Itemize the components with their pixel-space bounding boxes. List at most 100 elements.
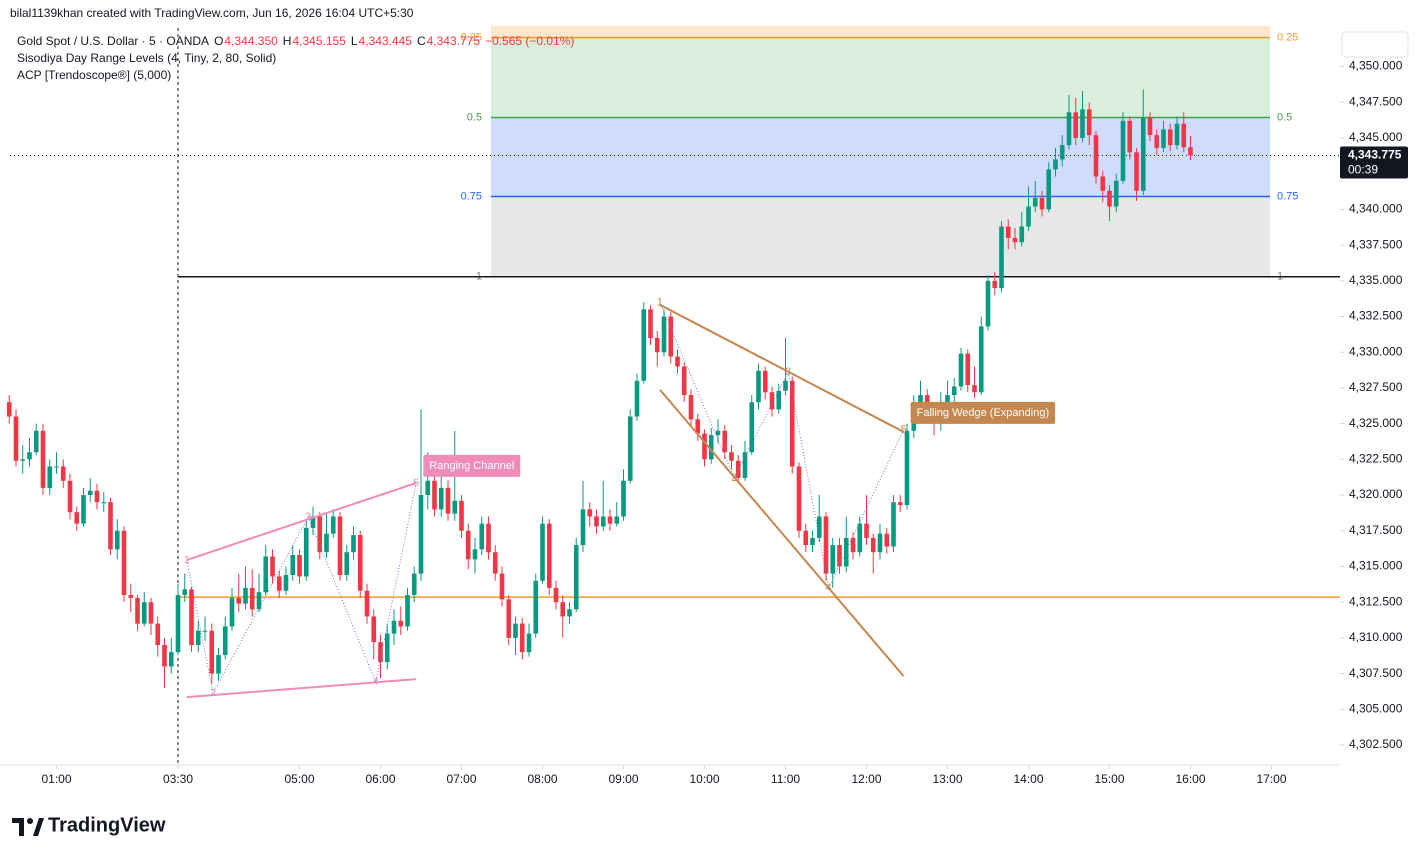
candle-body: [1167, 129, 1173, 146]
candle-body: [823, 516, 829, 574]
fib-label: 0.5: [467, 111, 482, 123]
candle-body: [189, 589, 194, 646]
candle-body: [580, 509, 586, 546]
y-tick-label: 4,332.500: [1349, 309, 1403, 323]
candle-body: [573, 545, 579, 610]
candle-body: [81, 495, 86, 524]
x-tick-label: 11:00: [771, 772, 800, 786]
candle-body: [810, 537, 815, 546]
candle-body: [830, 545, 836, 574]
candle-body: [1100, 176, 1106, 191]
currency-box[interactable]: [1341, 31, 1409, 58]
legend-indicator: Sisodiya Day Range Levels (4, Tiny, 2, 8…: [17, 51, 276, 65]
candle-body: [884, 533, 890, 547]
fib-label: 0.75: [461, 190, 482, 202]
fib-zone: [491, 37, 1270, 118]
legend-value: 4,343.775: [427, 34, 481, 48]
candle-body: [6, 402, 12, 417]
candle-body: [438, 487, 444, 510]
candle-body: [256, 592, 262, 610]
candle-body: [992, 280, 998, 288]
candle-body: [297, 555, 302, 577]
y-tick-label: 4,312.500: [1349, 594, 1403, 608]
candle-body: [276, 576, 282, 591]
candle-body: [202, 630, 208, 632]
candle-body: [40, 430, 46, 488]
candle-body: [715, 430, 721, 436]
candle-body: [87, 490, 93, 496]
candle-body: [546, 523, 552, 588]
candle-body: [796, 466, 802, 531]
candle-body: [128, 595, 134, 598]
candle-body: [614, 516, 620, 524]
candle-body: [290, 555, 296, 576]
candle-body: [303, 527, 309, 577]
candle-body: [418, 495, 424, 574]
candle-body: [978, 326, 984, 393]
candle-body: [472, 549, 478, 560]
candle-body: [121, 530, 127, 596]
candle-body: [1120, 120, 1126, 181]
x-tick-label: 13:00: [932, 772, 962, 786]
y-tick-label: 4,310.000: [1349, 630, 1403, 644]
candle-body: [459, 500, 464, 531]
y-tick-label: 4,305.000: [1349, 701, 1403, 715]
candle-body: [1113, 180, 1119, 207]
candle-body: [243, 587, 248, 604]
pattern-zigzag: [186, 482, 417, 695]
candle-body: [1039, 197, 1045, 210]
pattern-line: [659, 303, 905, 433]
pattern-name: Ranging Channel: [429, 460, 514, 472]
candle-body: [405, 595, 410, 627]
pattern-name: Falling Wedge (Expanding): [917, 407, 1049, 419]
legend-value: 4,345.155: [292, 34, 346, 48]
pattern-point-label: 5: [413, 477, 419, 489]
candle-body: [492, 552, 498, 574]
pattern-point-label: 3: [785, 366, 791, 378]
candle-body: [263, 556, 269, 593]
candle-body: [627, 416, 633, 481]
candle-body: [74, 512, 80, 524]
candle-body: [1188, 147, 1193, 156]
candle-body: [621, 480, 626, 517]
candle-body: [411, 573, 417, 596]
candle-body: [317, 516, 323, 553]
candle-body: [94, 490, 100, 503]
candle-body: [634, 380, 640, 417]
candle-body: [965, 353, 971, 386]
candle-body: [641, 309, 647, 381]
candle-body: [749, 402, 755, 453]
candle-body: [155, 623, 161, 646]
candle-body: [1161, 129, 1166, 148]
candle-body: [567, 609, 572, 617]
candle-body: [1073, 112, 1079, 138]
candle-body: [654, 337, 660, 353]
x-tick-label: 01:00: [41, 772, 71, 786]
candle-body: [1046, 169, 1052, 210]
candle-body: [904, 430, 910, 506]
candle-body: [182, 589, 188, 596]
candle-body: [864, 523, 869, 538]
candle-body: [67, 480, 73, 513]
fib-label: 0.25: [461, 31, 482, 43]
x-tick-label: 10:00: [689, 772, 719, 786]
candle-body: [216, 655, 221, 674]
candle-body: [1012, 237, 1018, 243]
x-tick-label: 08:00: [527, 772, 557, 786]
candle-body: [742, 452, 748, 478]
y-tick-label: 4,325.000: [1349, 416, 1403, 430]
candle-body: [27, 452, 32, 460]
candle-body: [999, 226, 1004, 288]
y-tick-label: 4,337.500: [1349, 237, 1403, 251]
pattern-point-label: 4: [373, 676, 379, 688]
fib-zone: [491, 26, 1270, 38]
candle-body: [1032, 197, 1038, 207]
candle-body: [506, 599, 512, 638]
countdown: 00:39: [1348, 163, 1378, 177]
fib-zone: [491, 117, 1270, 197]
candle-body: [708, 435, 714, 460]
pattern-line: [659, 389, 905, 677]
candle-body: [958, 353, 964, 387]
candle-body: [1026, 206, 1031, 227]
